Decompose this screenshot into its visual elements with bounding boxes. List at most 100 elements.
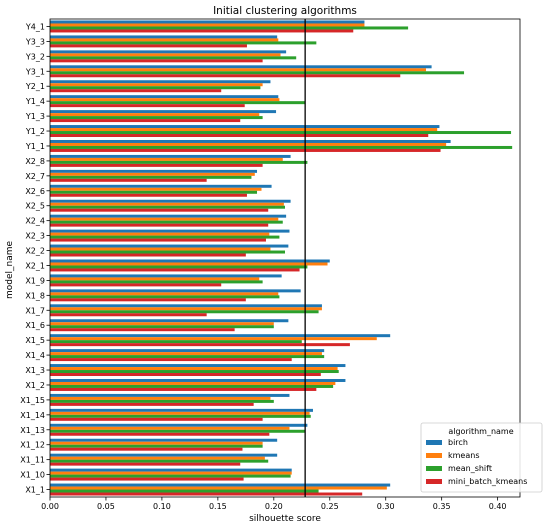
y-axis-label: model_name [5, 241, 15, 300]
y-tick-label: X1_6 [25, 321, 45, 330]
bar-mini_batch_kmeans-X1_12 [50, 447, 243, 451]
y-tick-label: X2_8 [25, 157, 45, 166]
x-tick-label: 0.35 [433, 502, 451, 511]
bar-kmeans-X2_6 [50, 187, 262, 191]
bar-kmeans-X2_8 [50, 157, 283, 161]
y-tick-label: X1_1 [25, 486, 45, 495]
bar-mean_shift-X2_5 [50, 205, 285, 209]
bar-kmeans-X2_2 [50, 247, 271, 251]
bar-mini_batch_kmeans-Y4_1 [50, 29, 354, 33]
bar-kmeans-X2_4 [50, 217, 279, 221]
bar-mini_batch_kmeans-X2_8 [50, 163, 263, 167]
bar-mini_batch_kmeans-X1_1 [50, 492, 363, 496]
y-tick-label: Y1_4 [25, 97, 45, 106]
bar-mini_batch_kmeans-X1_6 [50, 328, 235, 332]
bar-mean_shift-X1_14 [50, 414, 311, 418]
bar-birch-X2_4 [50, 214, 287, 218]
x-tick-label: 0.30 [377, 502, 395, 511]
bar-kmeans-X1_11 [50, 456, 265, 460]
bar-birch-Y1_1 [50, 139, 451, 143]
bar-mini_batch_kmeans-Y1_4 [50, 104, 245, 108]
bar-mean_shift-X2_1 [50, 265, 308, 269]
bar-birch-Y3_2 [50, 50, 287, 54]
bar-birch-X2_6 [50, 184, 272, 188]
legend-swatch-birch [426, 440, 442, 445]
y-tick-label: X2_1 [25, 261, 45, 270]
bar-mini_batch_kmeans-X1_9 [50, 283, 222, 287]
y-tick-label: Y1_2 [25, 127, 45, 136]
bar-kmeans-Y1_2 [50, 128, 438, 132]
bar-kmeans-X1_8 [50, 292, 279, 296]
x-tick-label: 0.15 [209, 502, 227, 511]
x-tick-label: 0.10 [153, 502, 171, 511]
bar-kmeans-X1_9 [50, 277, 260, 281]
x-tick-label: 0.25 [321, 502, 339, 511]
bar-birch-X1_14 [50, 408, 313, 412]
x-tick-label: 0.05 [97, 502, 115, 511]
bar-mean_shift-X1_9 [50, 280, 263, 284]
y-tick-label: X1_7 [25, 306, 45, 315]
y-tick-label: X1_3 [25, 366, 45, 375]
bar-mean_shift-X1_15 [50, 399, 274, 403]
bar-birch-Y3_1 [50, 65, 432, 69]
bar-kmeans-Y2_1 [50, 83, 263, 87]
bar-birch-X1_6 [50, 319, 289, 323]
y-tick-label: X2_5 [25, 202, 45, 211]
bar-birch-X1_7 [50, 304, 322, 308]
bar-mini_batch_kmeans-Y3_2 [50, 59, 263, 63]
legend-label-mean_shift: mean_shift [448, 464, 492, 473]
y-tick-label: Y1_3 [25, 112, 45, 121]
y-tick-label: Y3_3 [25, 37, 45, 46]
axes-layer: 0.00 0.05 0.10 0.15 0.20 0.25 0.30 0.35 0.40 Y4_1… [20, 18, 521, 511]
y-tick-label: Y2_1 [25, 82, 45, 91]
bar-mean_shift-Y2_1 [50, 86, 261, 90]
bar-mean_shift-X1_3 [50, 370, 339, 374]
bar-kmeans-X2_1 [50, 262, 328, 266]
bar-mini_batch_kmeans-X2_2 [50, 253, 246, 257]
bar-mini_batch_kmeans-X1_5 [50, 343, 350, 347]
bar-mini_batch_kmeans-X1_3 [50, 373, 321, 377]
y-tick-label: X2_7 [25, 172, 45, 181]
legend-swatch-kmeans [426, 453, 442, 458]
x-tick-label: 0.40 [489, 502, 507, 511]
y-tick-label: X1_12 [20, 441, 45, 450]
bar-kmeans-X1_13 [50, 426, 290, 430]
x-axis-label: silhouette score [249, 514, 321, 524]
bar-kmeans-Y4_1 [50, 23, 365, 27]
bar-kmeans-Y1_4 [50, 98, 280, 102]
y-tick-label: X1_8 [25, 291, 45, 300]
y-tick-label: X1_11 [20, 456, 45, 465]
y-tick-label: X2_4 [25, 217, 45, 226]
bar-mean_shift-Y3_1 [50, 71, 465, 75]
bar-mini_batch_kmeans-Y3_3 [50, 44, 247, 48]
bar-birch-X1_13 [50, 423, 308, 427]
bar-birch-X2_3 [50, 229, 290, 233]
bar-kmeans-X1_4 [50, 352, 322, 356]
bar-mean_shift-X2_8 [50, 160, 308, 164]
bar-kmeans-Y3_1 [50, 68, 426, 72]
bar-mean_shift-X2_4 [50, 220, 283, 224]
bar-mini_batch_kmeans-Y1_2 [50, 134, 429, 138]
bar-mini_batch_kmeans-X1_7 [50, 313, 207, 317]
bar-mean_shift-Y3_2 [50, 56, 297, 60]
bar-birch-Y1_4 [50, 95, 279, 99]
bar-mean_shift-X1_2 [50, 384, 334, 388]
bar-kmeans-X1_7 [50, 307, 322, 311]
bar-mean_shift-Y4_1 [50, 26, 409, 30]
bar-mean_shift-X1_5 [50, 340, 302, 344]
bar-mini_batch_kmeans-X2_4 [50, 223, 269, 227]
bar-mini_batch_kmeans-X2_3 [50, 238, 266, 242]
bar-mean_shift-X1_7 [50, 310, 319, 314]
bar-mean_shift-X1_11 [50, 459, 269, 463]
bar-kmeans-Y3_3 [50, 38, 279, 42]
bar-mean_shift-X1_13 [50, 429, 306, 433]
bar-mini_batch_kmeans-Y2_1 [50, 89, 222, 93]
legend-label-birch: birch [448, 438, 468, 447]
bar-mini_batch_kmeans-X1_13 [50, 432, 270, 436]
bar-mini_batch_kmeans-X1_4 [50, 358, 292, 362]
x-tick-label: 0.20 [265, 502, 283, 511]
bar-kmeans-X1_10 [50, 471, 292, 475]
bar-birch-Y1_3 [50, 110, 277, 114]
plot-frame [49, 18, 521, 498]
